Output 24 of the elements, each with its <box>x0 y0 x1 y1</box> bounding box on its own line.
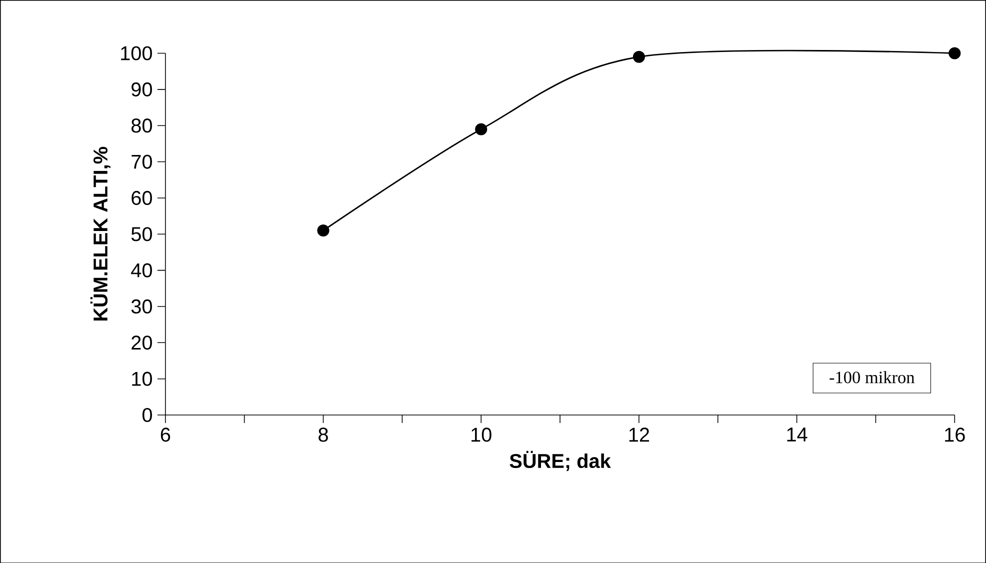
x-tick-label: 6 <box>160 427 170 442</box>
y-tick-label: 30 <box>131 299 152 314</box>
y-tick-label: 0 <box>142 408 152 422</box>
x-tick-label: 8 <box>318 427 328 442</box>
y-tick-label: 70 <box>132 154 152 169</box>
x-tick-label: 12 <box>629 427 650 442</box>
x-tick-label: 16 <box>945 427 965 442</box>
y-tick-label: 10 <box>132 372 152 386</box>
x-tick-label: 14 <box>787 427 808 442</box>
x-axis-title: SÜRE; dak <box>510 450 611 471</box>
y-tick-label: 80 <box>132 118 152 132</box>
x-tick-label: 10 <box>472 427 492 442</box>
point <box>948 47 961 60</box>
y-tick-label: 40 <box>131 263 152 278</box>
point <box>632 50 645 63</box>
point <box>475 122 488 136</box>
y-tick-label: 100 <box>121 46 152 60</box>
y-axis-title: KÜM.ELEK ALTI,% <box>90 146 110 320</box>
y-tick-label: 20 <box>132 335 152 350</box>
y-tick-label: 50 <box>131 226 152 241</box>
point <box>317 224 330 236</box>
y-tick-label: 90 <box>132 82 152 96</box>
text: -100 mikron <box>830 370 915 384</box>
y-tick-label: 60 <box>132 190 152 205</box>
